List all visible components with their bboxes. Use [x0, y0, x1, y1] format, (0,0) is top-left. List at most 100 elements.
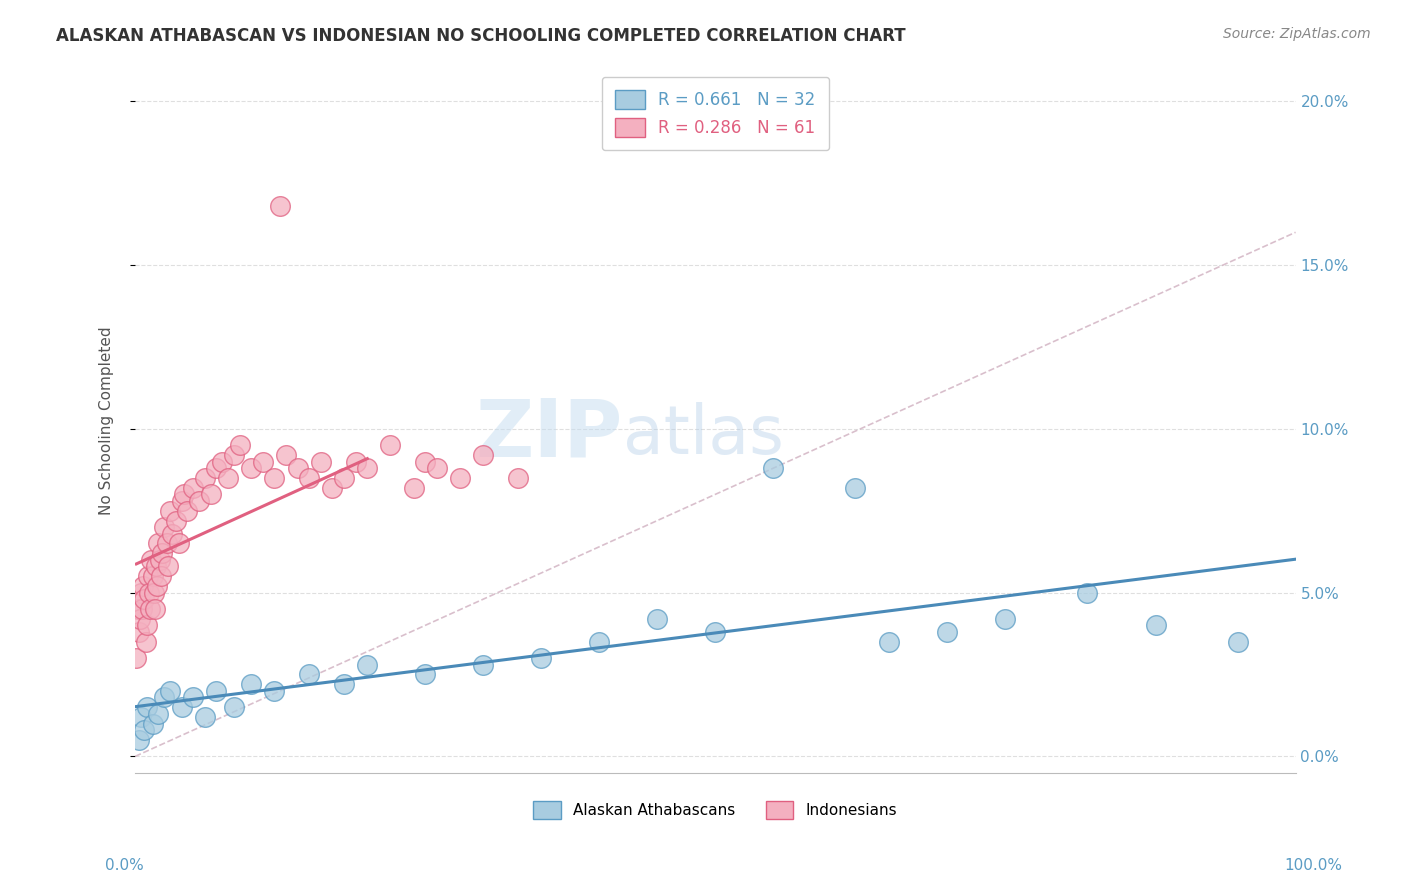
Point: [128, 612, 150, 626]
Point: [402, 481, 425, 495]
Point: [142, 585, 165, 599]
Text: 0.0%: 0.0%: [105, 858, 145, 872]
Y-axis label: No Schooling Completed: No Schooling Completed: [100, 326, 114, 515]
Text: ZIP: ZIP: [475, 396, 623, 474]
Point: [298, 667, 321, 681]
Point: [762, 461, 785, 475]
Point: [148, 553, 170, 567]
Point: [879, 634, 901, 648]
Point: [194, 471, 217, 485]
Point: [205, 461, 228, 475]
Point: [380, 438, 402, 452]
Point: [222, 700, 245, 714]
Point: [508, 471, 530, 485]
Point: [844, 481, 866, 495]
Point: [142, 716, 165, 731]
Point: [240, 461, 263, 475]
Point: [153, 690, 176, 705]
Point: [704, 624, 727, 639]
Text: ALASKAN ATHABASCAN VS INDONESIAN NO SCHOOLING COMPLETED CORRELATION CHART: ALASKAN ATHABASCAN VS INDONESIAN NO SCHO…: [56, 27, 905, 45]
Point: [170, 700, 193, 714]
Point: [1226, 634, 1249, 648]
Point: [472, 657, 495, 672]
Point: [333, 471, 356, 485]
Point: [647, 612, 669, 626]
Point: [153, 520, 176, 534]
Point: [309, 454, 332, 468]
Point: [263, 471, 285, 485]
Point: [217, 471, 239, 485]
Point: [240, 677, 263, 691]
Point: [138, 585, 160, 599]
Point: [159, 504, 181, 518]
Point: [181, 481, 204, 495]
Point: [344, 454, 367, 468]
Point: [135, 700, 157, 714]
Point: [530, 651, 553, 665]
Point: [449, 471, 471, 485]
Point: [165, 514, 187, 528]
Point: [134, 592, 156, 607]
Point: [194, 710, 217, 724]
Point: [426, 461, 449, 475]
Point: [188, 494, 211, 508]
Point: [132, 579, 155, 593]
Point: [263, 683, 285, 698]
Point: [222, 448, 245, 462]
Point: [176, 504, 198, 518]
Point: [173, 487, 195, 501]
Point: [274, 448, 297, 462]
Point: [588, 634, 610, 648]
Point: [1076, 585, 1098, 599]
Point: [136, 569, 159, 583]
Point: [156, 559, 179, 574]
Legend: Alaskan Athabascans, Indonesians: Alaskan Athabascans, Indonesians: [527, 795, 904, 825]
Point: [150, 546, 173, 560]
Point: [356, 461, 378, 475]
Text: 100.0%: 100.0%: [1285, 858, 1343, 872]
Point: [321, 481, 343, 495]
Point: [129, 585, 152, 599]
Point: [143, 602, 166, 616]
Point: [139, 602, 162, 616]
Point: [472, 448, 495, 462]
Point: [135, 618, 157, 632]
Point: [135, 634, 157, 648]
Point: [125, 651, 148, 665]
Point: [269, 199, 291, 213]
Point: [128, 733, 150, 747]
Point: [356, 657, 378, 672]
Point: [205, 683, 228, 698]
Point: [413, 454, 436, 468]
Point: [128, 624, 150, 639]
Point: [155, 536, 177, 550]
Point: [145, 559, 167, 574]
Point: [159, 683, 181, 698]
Point: [142, 569, 165, 583]
Point: [333, 677, 356, 691]
Point: [211, 454, 233, 468]
Point: [298, 471, 321, 485]
Point: [413, 667, 436, 681]
Point: [129, 710, 152, 724]
Point: [141, 553, 163, 567]
Point: [994, 612, 1017, 626]
Point: [134, 723, 156, 738]
Point: [169, 536, 191, 550]
Point: [170, 494, 193, 508]
Point: [200, 487, 222, 501]
Point: [148, 706, 170, 721]
Text: atlas: atlas: [623, 401, 783, 467]
Point: [146, 579, 169, 593]
Point: [936, 624, 959, 639]
Point: [162, 526, 184, 541]
Point: [127, 602, 149, 616]
Point: [252, 454, 274, 468]
Point: [131, 602, 153, 616]
Point: [149, 569, 172, 583]
Text: Source: ZipAtlas.com: Source: ZipAtlas.com: [1223, 27, 1371, 41]
Point: [181, 690, 204, 705]
Point: [148, 536, 170, 550]
Point: [228, 438, 250, 452]
Point: [1144, 618, 1167, 632]
